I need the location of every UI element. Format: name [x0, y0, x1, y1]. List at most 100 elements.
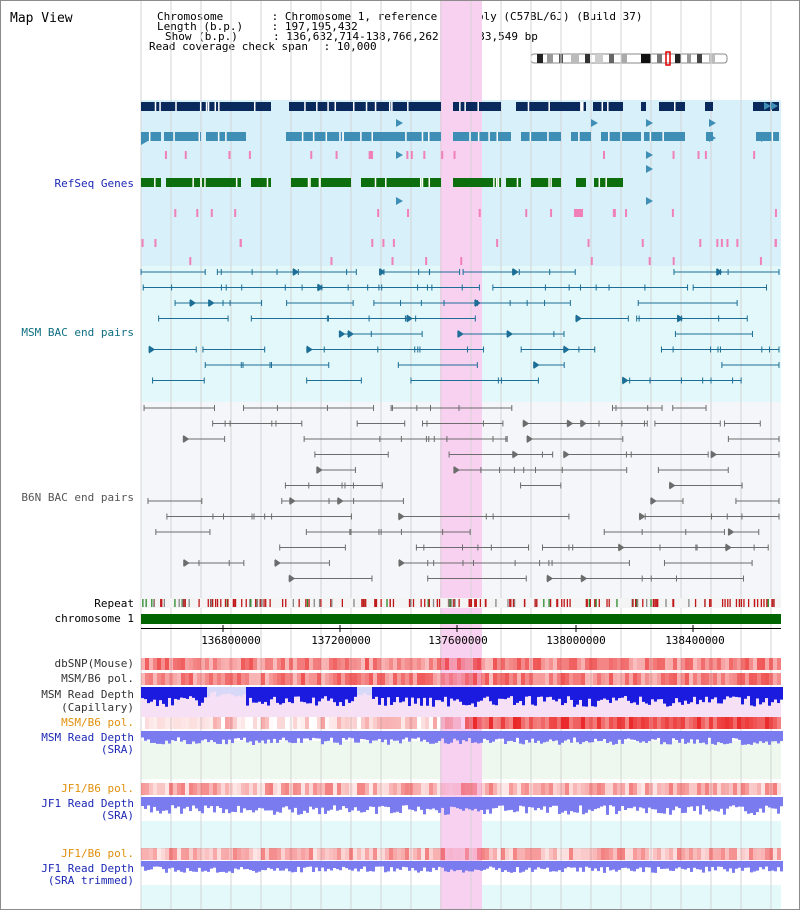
gene-exon-gap [159, 102, 161, 111]
jf1-b6-pol-trim-strip [305, 848, 309, 860]
jf1-b6-pol-trim-strip [653, 848, 657, 860]
jf1-b6-pol-trim-strip [245, 848, 249, 860]
track-label-jf1-depth-trimmed[interactable]: JF1 Read Depth [41, 862, 134, 875]
msm-b6-pol-sra-strip [613, 717, 617, 729]
jf1-b6-pol-strip [265, 783, 269, 795]
dbsnp-strip [153, 658, 157, 670]
jf1-b6-pol-trim-strip [293, 848, 297, 860]
msm-sra-depth-bar [264, 731, 267, 744]
track-label-msm-bac[interactable]: MSM BAC end pairs [21, 326, 134, 339]
msm-sra-depth-bar [765, 731, 768, 742]
msm-sra-depth-bar [381, 731, 384, 743]
track-label-repeat[interactable]: Repeat [94, 597, 134, 610]
msm-b6-pol-sra-strip [769, 717, 773, 729]
jf1-b6-pol-strip [533, 783, 537, 795]
track-label-jf1-b6-pol[interactable]: JF1/B6 pol. [61, 782, 134, 795]
msm-capillary-depth-bar [171, 687, 174, 706]
refseq-marker [335, 151, 338, 159]
msm-b6-pol-strip [657, 673, 661, 685]
msm-b6-pol-strip [601, 673, 605, 685]
repeat-mark [468, 599, 470, 607]
jf1-b6-pol-trim-strip [141, 848, 145, 860]
jf1-trim-depth-bar [492, 861, 495, 868]
dbsnp-strip [617, 658, 621, 670]
msm-capillary-depth-bar [498, 687, 501, 699]
jf1-b6-pol-trim-strip [757, 848, 761, 860]
jf1-sra-depth-bar [201, 797, 204, 814]
jf1-b6-pol-trim-strip [769, 848, 773, 860]
msm-b6-pol-strip [569, 673, 573, 685]
msm-b6-pol-strip [417, 673, 421, 685]
msm-b6-pol-strip [649, 673, 653, 685]
msm-b6-pol-sra-strip [153, 717, 157, 729]
dbsnp-strip [593, 658, 597, 670]
dbsnp-strip [645, 658, 649, 670]
jf1-trim-depth-bar [288, 861, 291, 872]
track-label-msm-b6-pol-sra[interactable]: MSM/B6 pol. [61, 716, 134, 729]
msm-sra-depth-bar [408, 731, 411, 742]
msm-b6-pol-strip [713, 673, 717, 685]
msm-capillary-depth-bar [168, 687, 171, 698]
msm-sra-depth-bar [219, 731, 222, 744]
jf1-trim-depth-bar [597, 861, 600, 872]
msm-sra-depth-bar [759, 731, 762, 742]
jf1-b6-pol-strip [361, 783, 365, 795]
msm-sra-depth-bar [711, 731, 714, 744]
msm-b6-pol-sra-strip [249, 717, 253, 729]
msm-sra-depth-bar [411, 731, 414, 739]
track-label-jf1-b6-pol-trim[interactable]: JF1/B6 pol. [61, 847, 134, 860]
track-label-jf1-depth-sra[interactable]: JF1 Read Depth [41, 797, 134, 810]
track-label-msm-depth-sra[interactable]: MSM Read Depth [41, 731, 134, 744]
msm-sra-depth-bar [513, 731, 516, 743]
gene-exon-gap [198, 132, 201, 141]
refseq-marker [174, 209, 177, 217]
jf1-b6-pol-trim-strip [381, 848, 385, 860]
jf1-b6-pol-strip [701, 783, 705, 795]
msm-b6-pol-strip [585, 673, 589, 685]
dbsnp-strip [305, 658, 309, 670]
jf1-sra-depth-bar [522, 797, 525, 807]
msm-b6-pol-sra-strip [413, 717, 417, 729]
track-label-msm-b6-pol[interactable]: MSM/B6 pol. [61, 672, 134, 685]
jf1-sra-depth-bar [723, 797, 726, 815]
msm-sra-depth-bar [537, 731, 540, 741]
gene-exon-gap [235, 178, 238, 187]
msm-b6-pol-sra-strip [173, 717, 177, 729]
jf1-sra-depth-bar [507, 797, 510, 811]
jf1-b6-pol-strip [745, 783, 749, 795]
jf1-b6-pol-trim-strip [509, 848, 513, 860]
dbsnp-strip [585, 658, 589, 670]
jf1-sra-depth-bar [300, 797, 303, 815]
track-label-chromosome[interactable]: chromosome 1 [54, 612, 134, 625]
track-label-b6n-bac[interactable]: B6N BAC end pairs [21, 491, 134, 504]
jf1-sra-depth-bar [453, 797, 456, 808]
msm-sra-depth-bar [702, 731, 705, 743]
track-label-refseq-genes[interactable]: RefSeq Genes [54, 177, 134, 190]
dbsnp-strip [225, 658, 229, 670]
gene-exon-gap [469, 132, 471, 141]
msm-b6-pol-sra-strip [541, 717, 545, 729]
jf1-trim-depth-bar [195, 861, 198, 872]
msm-sra-depth-bar [597, 731, 600, 742]
msm-capillary-depth-bar [522, 687, 525, 706]
msm-capillary-depth-bar [474, 687, 477, 707]
msm-capillary-depth-bar [690, 687, 693, 703]
gene-exon-gap [360, 132, 362, 141]
dbsnp-strip [157, 658, 161, 670]
msm-b6-pol-strip [357, 673, 361, 685]
bac-end-icon [725, 543, 732, 552]
track-label-dbsnp[interactable]: dbSNP(Mouse) [54, 657, 134, 670]
jf1-b6-pol-trim-strip [697, 848, 701, 860]
msm-b6-pol-sra-strip [581, 717, 585, 729]
gene-exon-gap [301, 132, 304, 141]
msm-b6-pol-sra-strip [445, 717, 449, 729]
track-label-msm-depth-capillary[interactable]: MSM Read Depth [41, 688, 134, 701]
chromosome-ideogram[interactable] [529, 51, 731, 67]
msm-capillary-depth-bar [378, 687, 381, 705]
msm-b6-pol-strip [653, 673, 657, 685]
jf1-b6-pol-strip [681, 783, 685, 795]
jf1-sra-depth-bar [387, 797, 390, 808]
msm-capillary-depth-bar [420, 687, 423, 706]
jf1-trim-depth-bar [471, 861, 474, 872]
